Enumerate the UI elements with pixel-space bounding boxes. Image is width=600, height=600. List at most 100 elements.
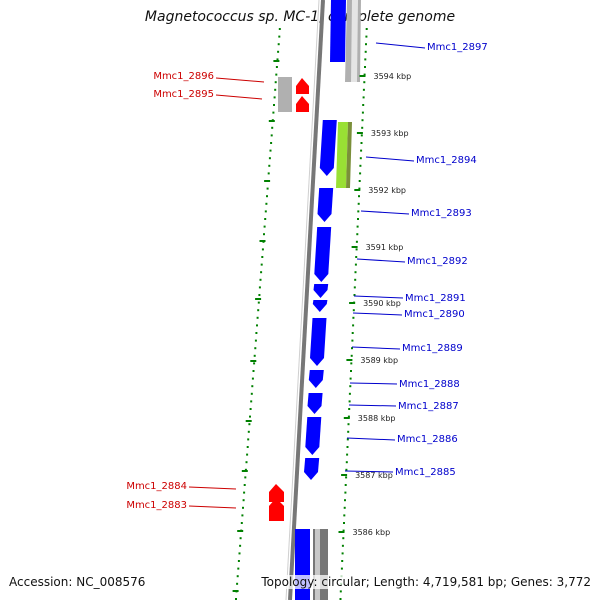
ruler-dot <box>247 430 250 433</box>
gene-label[interactable]: Mmc1_2893 <box>411 208 472 219</box>
ruler-dot <box>341 560 344 562</box>
ruler-dot <box>253 362 256 365</box>
ruler-dot <box>351 339 354 342</box>
gene-label[interactable]: Mmc1_2887 <box>398 401 459 412</box>
ruler-dot <box>347 415 350 418</box>
ruler-dot <box>254 347 257 350</box>
ruler-dot <box>345 461 348 464</box>
gene-mmc1-2883 <box>269 498 284 521</box>
ruler-dot <box>256 316 259 319</box>
ruler-dot <box>235 598 237 600</box>
ruler-dot <box>347 423 350 426</box>
ruler-dot <box>353 294 356 296</box>
ruler-dot <box>357 210 360 213</box>
ruler-dash <box>241 470 248 472</box>
ruler-dot <box>339 598 342 600</box>
ruler-dot <box>250 392 253 395</box>
ruler-dot <box>350 354 353 357</box>
ruler-dot <box>274 88 277 91</box>
gene-label[interactable]: Mmc1_2894 <box>416 155 477 166</box>
map-title: Magnetococcus sp. MC-1, complete genome <box>144 9 456 25</box>
gene-label[interactable]: Mmc1_2886 <box>397 434 458 445</box>
gene-forward-7 <box>307 393 323 414</box>
gene-label-leader <box>215 77 265 83</box>
ruler-dot <box>355 248 358 251</box>
ruler-dot <box>260 271 263 274</box>
gene-label[interactable]: Mmc1_2889 <box>402 343 463 354</box>
ruler-dot <box>257 309 260 312</box>
ruler-tick <box>343 417 350 419</box>
ruler-dot <box>274 81 277 84</box>
ruler-dot <box>360 134 363 137</box>
ruler-dot <box>344 491 347 494</box>
gene-label[interactable]: Mmc1_2890 <box>404 309 465 320</box>
ruler-dot <box>254 339 257 342</box>
ruler-dot <box>246 453 249 456</box>
ruler-dot <box>351 332 354 334</box>
gene-label[interactable]: Mmc1_2884 <box>126 481 187 492</box>
ruler-dot <box>238 552 241 555</box>
ruler-dot <box>242 499 245 502</box>
ruler-label: 3586 kbp <box>353 528 391 537</box>
ruler-dot <box>270 134 273 137</box>
ruler-dot <box>344 484 347 486</box>
gene-label[interactable]: Mmc1_2885 <box>395 467 456 478</box>
ruler-dot <box>272 111 275 114</box>
ruler-dot <box>362 96 365 99</box>
gene-label[interactable]: Mmc1_2883 <box>126 500 187 511</box>
ruler-dot <box>343 506 346 509</box>
gene-forward-0 <box>319 120 337 176</box>
gene-label-leader <box>352 312 403 316</box>
ruler-dot <box>267 172 270 175</box>
ruler-dot <box>357 202 360 205</box>
gene-pseudo-left <box>278 77 292 112</box>
ruler-dot <box>352 324 355 327</box>
ruler-dot <box>251 385 254 388</box>
ruler-dot <box>365 35 368 38</box>
ruler-dot <box>244 468 247 471</box>
gene-label[interactable]: Mmc1_2895 <box>153 89 214 100</box>
gene-label-leader <box>365 156 415 162</box>
ruler-dot <box>352 316 355 319</box>
gene-label[interactable]: Mmc1_2896 <box>153 71 214 82</box>
gene-label-leader <box>375 42 426 49</box>
ruler-dot <box>259 278 262 281</box>
gene-mmc1-2895 <box>296 96 309 112</box>
ruler-dot <box>245 461 248 464</box>
ruler-dot <box>269 149 272 152</box>
gene-label[interactable]: Mmc1_2888 <box>399 379 460 390</box>
ruler-dot <box>358 180 361 182</box>
gene-label-leader <box>353 295 404 299</box>
ruler-dot <box>266 187 269 190</box>
backbone-line <box>288 0 325 600</box>
ruler-dot <box>277 43 280 46</box>
ruler-tick <box>359 75 366 77</box>
ruler-dash <box>273 60 280 62</box>
gene-forward-8 <box>305 417 322 455</box>
gene-label-leader <box>344 470 394 473</box>
ruler-dot <box>251 377 254 380</box>
gene-forward-1 <box>317 188 334 222</box>
ruler-dash <box>264 180 271 182</box>
ruler-dot <box>364 58 367 61</box>
ruler-dot <box>348 408 351 410</box>
gene-label[interactable]: Mmc1_2891 <box>405 293 466 304</box>
ruler-dot <box>239 537 242 540</box>
ruler-label: 3593 kbp <box>371 129 409 138</box>
ruler-dash <box>268 120 275 122</box>
ruler-dot <box>258 286 261 289</box>
gene-label[interactable]: Mmc1_2892 <box>407 256 468 267</box>
ruler-dot <box>278 28 281 30</box>
ruler-dot <box>342 537 345 540</box>
genome-backbone <box>285 0 325 600</box>
ruler-dot <box>243 484 246 486</box>
accession-text: Accession: NC_008576 <box>9 575 146 589</box>
gene-mmc1-2896 <box>296 78 309 94</box>
gene-label[interactable]: Mmc1_2897 <box>427 42 488 53</box>
ruler-tick <box>354 189 361 191</box>
ruler-dot <box>351 347 353 350</box>
ruler-label: 3590 kbp <box>363 299 401 308</box>
ruler-dot <box>348 392 351 395</box>
gene-mmc1-2894-edge <box>346 122 352 188</box>
